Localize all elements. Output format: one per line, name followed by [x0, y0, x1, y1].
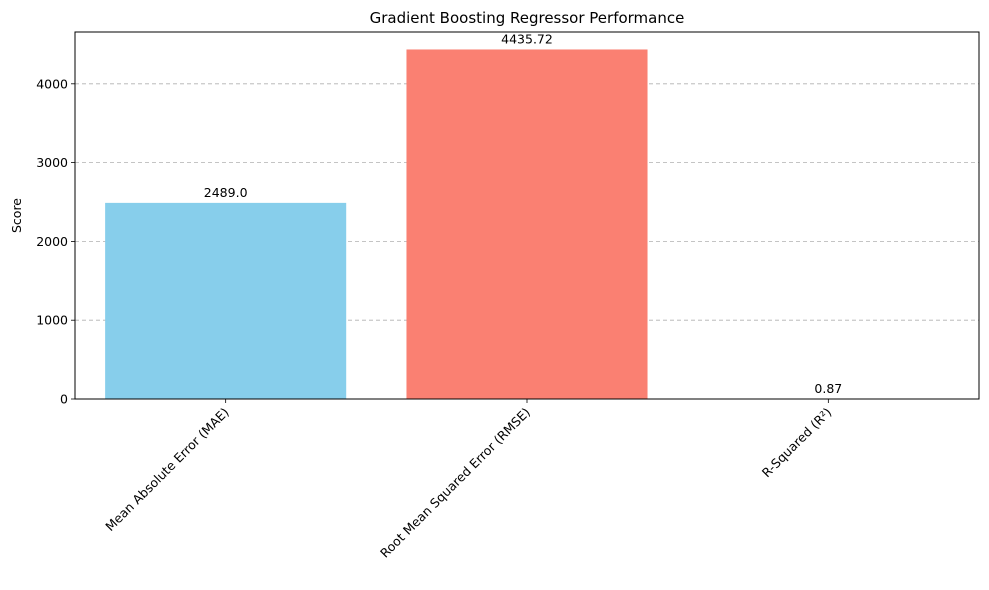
- chart-title: Gradient Boosting Regressor Performance: [370, 9, 685, 27]
- data-labels: 2489.0 4435.72 0.87: [204, 31, 842, 395]
- x-tick-label: Mean Absolute Error (MAE): [102, 405, 231, 534]
- y-tick-label: 0: [60, 392, 68, 407]
- bar-value-label: 0.87: [814, 381, 842, 396]
- y-tick-label: 3000: [36, 155, 68, 170]
- y-axis-label: Score: [9, 198, 24, 233]
- y-axis-ticks: 0 1000 2000 3000 4000: [36, 76, 75, 407]
- x-tick-label: Root Mean Squared Error (RMSE): [377, 405, 533, 561]
- y-tick-label: 2000: [36, 234, 68, 249]
- x-tick-label: R-Squared (R²): [759, 405, 835, 481]
- y-tick-label: 1000: [36, 313, 68, 328]
- bar-value-label: 2489.0: [204, 185, 248, 200]
- bar-value-label: 4435.72: [501, 31, 553, 46]
- bars: [105, 49, 949, 399]
- y-tick-label: 4000: [36, 76, 68, 91]
- x-axis-ticks: Mean Absolute Error (MAE) Root Mean Squar…: [102, 399, 834, 561]
- bar: [406, 49, 648, 399]
- bar: [105, 202, 347, 399]
